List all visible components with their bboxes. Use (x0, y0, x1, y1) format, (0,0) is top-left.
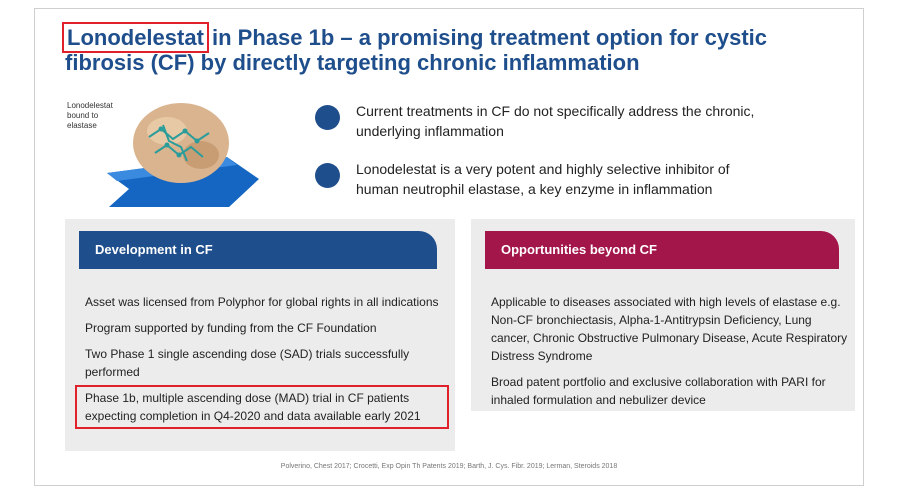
elastase-blob (133, 103, 229, 183)
list-item: Program supported by funding from the CF… (85, 321, 377, 335)
bullet-text: Lonodelestat is a very potent and highly… (356, 161, 730, 197)
list-item: Asset was licensed from Polyphor for glo… (85, 295, 439, 309)
bullet-lonodelestat-inhibitor: Lonodelestat is a very potent and highly… (315, 159, 776, 199)
title-line1-rest: in Phase 1b – a promising treatment opti… (205, 25, 768, 50)
title-line2: fibrosis (CF) by directly targeting chro… (65, 50, 640, 75)
list-item: Applicable to diseases associated with h… (491, 295, 848, 363)
list-item: Broad patent portfolio and exclusive col… (491, 375, 826, 407)
development-panel: Development in CF Asset was licensed fro… (65, 219, 455, 451)
references-footer: Polverino, Chest 2017; Crocetti, Exp Opi… (280, 463, 618, 470)
title-highlight-lonodelestat: Lonodelestat (62, 22, 209, 53)
bullet-dot (315, 163, 340, 188)
molecule-label: Lonodelestat bound to elastase (67, 101, 113, 130)
slide-title: Lonodelestat in Phase 1b – a promising t… (62, 22, 845, 75)
development-list: Asset was licensed from Polyphor for glo… (75, 293, 449, 433)
bullet-dot (315, 105, 340, 130)
opportunities-list: Applicable to diseases associated with h… (491, 293, 851, 417)
development-header: Development in CF (79, 231, 437, 269)
slide: Lonodelestat in Phase 1b – a promising t… (34, 8, 864, 486)
list-item: Two Phase 1 single ascending dose (SAD) … (85, 347, 410, 379)
molecule-image (107, 103, 259, 207)
opportunities-header: Opportunities beyond CF (485, 231, 839, 269)
bullet-current-treatments: Current treatments in CF do not specific… (315, 101, 776, 141)
list-item-highlighted: Phase 1b, multiple ascending dose (MAD) … (75, 385, 449, 429)
bullet-text: Current treatments in CF do not specific… (356, 103, 755, 139)
opportunities-panel: Opportunities beyond CF Applicable to di… (471, 219, 855, 411)
